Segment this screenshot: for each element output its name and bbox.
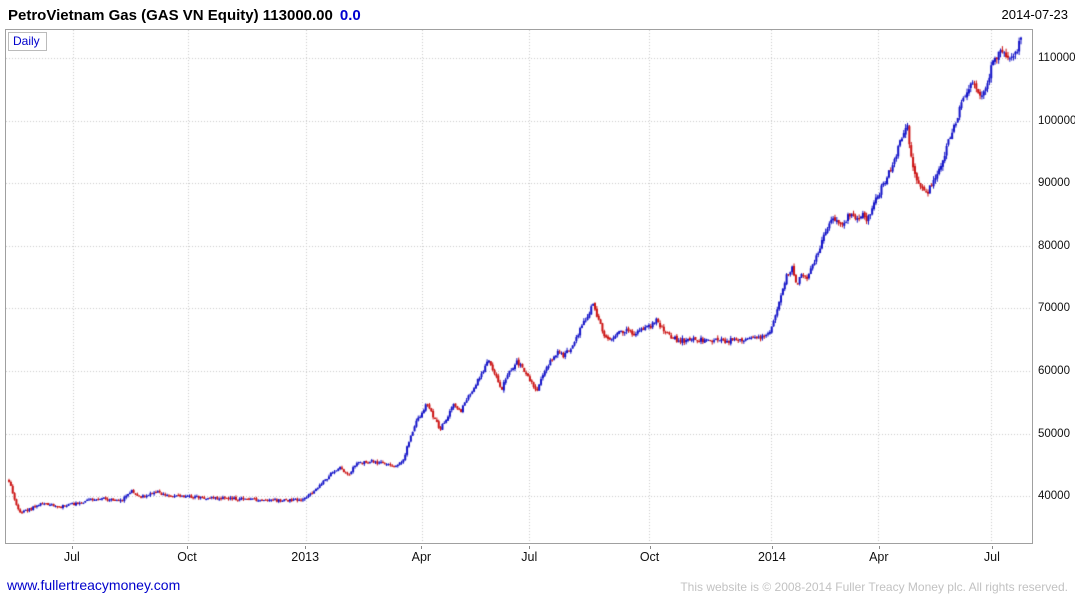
x-axis-tick-label: Apr bbox=[411, 550, 432, 564]
price-chart-canvas[interactable] bbox=[6, 30, 1032, 543]
x-axis-tick-label: 2014 bbox=[757, 550, 786, 564]
y-axis-tick-label: 110000 bbox=[1038, 52, 1075, 65]
x-axis-tick-mark bbox=[71, 546, 73, 549]
instrument-title: PetroVietnam Gas (GAS VN Equity) 113000.… bbox=[8, 7, 333, 24]
x-axis-tick-mark bbox=[186, 546, 188, 549]
x-axis-tick-label: Jul bbox=[521, 550, 538, 564]
y-axis-tick-label: 70000 bbox=[1038, 302, 1070, 315]
y-axis-tick-label: 40000 bbox=[1038, 490, 1070, 503]
x-axis-tick-label: Oct bbox=[177, 550, 197, 564]
y-axis-tick-label: 90000 bbox=[1038, 177, 1070, 190]
x-axis-tick-label: Oct bbox=[639, 550, 660, 564]
x-axis-tick-mark bbox=[649, 546, 651, 549]
x-axis-tick-mark bbox=[771, 546, 773, 549]
x-axis-tick-label: Jul bbox=[63, 550, 80, 564]
y-axis-tick-label: 60000 bbox=[1038, 364, 1070, 377]
y-axis-tick-label: 80000 bbox=[1038, 239, 1070, 252]
chart-date: 2014-07-23 bbox=[1001, 7, 1069, 22]
x-axis-tick-mark bbox=[305, 546, 307, 549]
price-axis: 40000 50000 60000 70000 80000 90000 100000 1100… bbox=[1038, 30, 1075, 545]
x-axis-tick-mark bbox=[421, 546, 423, 549]
x-axis-tick-mark bbox=[529, 546, 531, 549]
chart-plot-area: Daily bbox=[5, 29, 1033, 544]
y-axis-tick-label: 50000 bbox=[1038, 427, 1070, 440]
x-axis-tick-label: 2013 bbox=[291, 550, 320, 564]
price-change-value: 0.0 bbox=[339, 7, 361, 24]
time-axis: Jul Oct 2013 Apr Jul Oct 2014 Apr Jul bbox=[5, 546, 1033, 566]
x-axis-tick-mark bbox=[878, 546, 880, 549]
x-axis-tick-mark bbox=[991, 546, 993, 549]
x-axis-tick-label: Apr bbox=[869, 550, 889, 564]
page-title: PetroVietnam Gas (GAS VN Equity) 113000.… bbox=[8, 7, 361, 24]
x-axis-tick-label: Jul bbox=[983, 550, 1000, 564]
site-link[interactable]: www.fullertreacymoney.com bbox=[7, 577, 181, 593]
copyright-notice: This website is © 2008-2014 Fuller Treac… bbox=[680, 580, 1068, 594]
interval-selector[interactable]: Daily bbox=[8, 32, 47, 51]
y-axis-tick-label: 100000 bbox=[1038, 114, 1075, 127]
